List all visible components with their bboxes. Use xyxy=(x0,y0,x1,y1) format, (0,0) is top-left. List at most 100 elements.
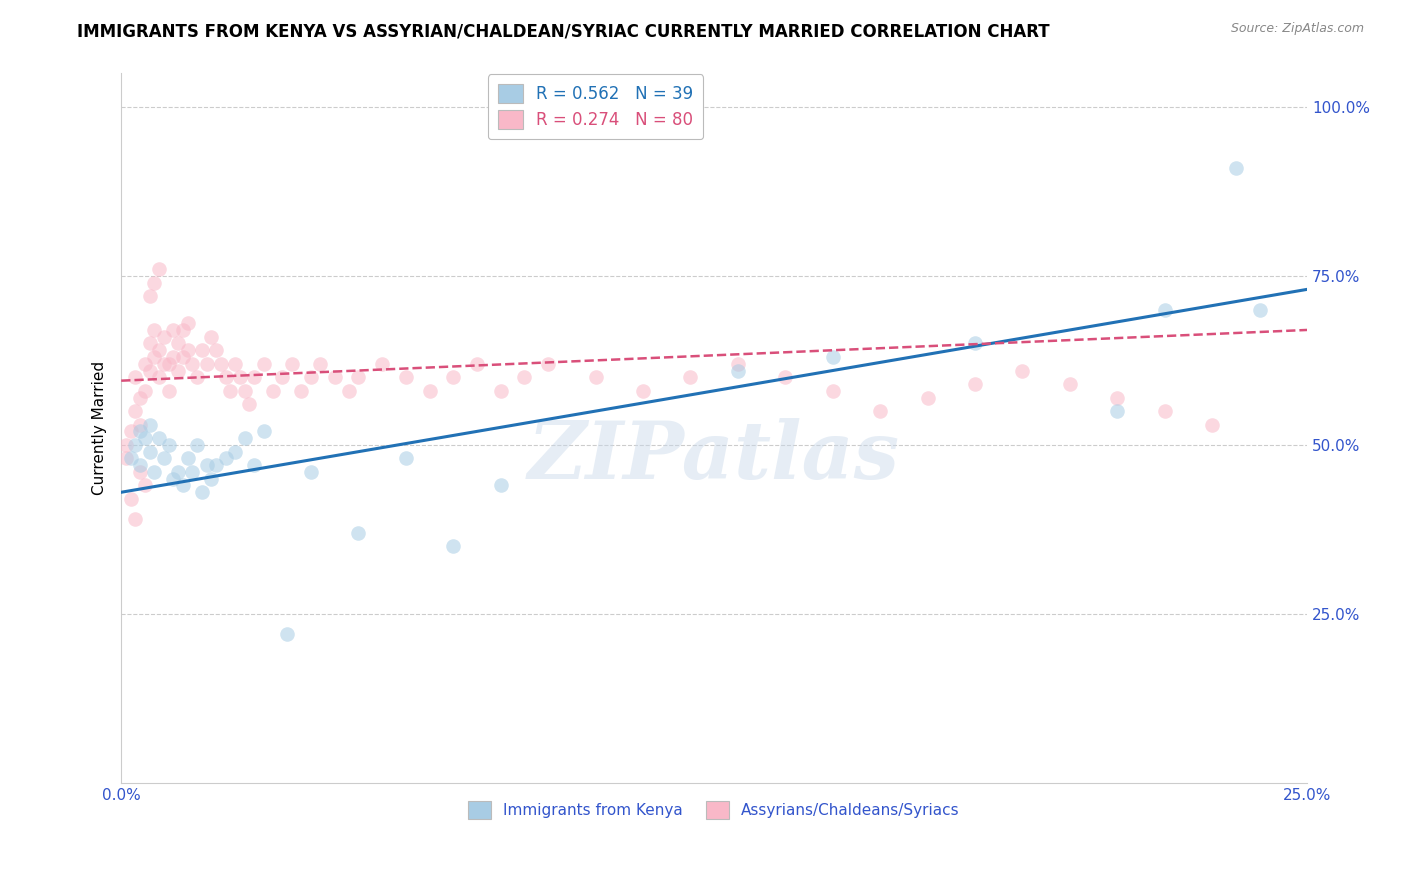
Point xyxy=(337,384,360,398)
Point xyxy=(299,465,322,479)
Point xyxy=(124,512,146,526)
Point xyxy=(205,458,228,473)
Point xyxy=(143,323,166,337)
Point xyxy=(489,478,512,492)
Point xyxy=(537,357,560,371)
Point xyxy=(489,384,512,398)
Point xyxy=(441,540,464,554)
Point xyxy=(129,391,152,405)
Point xyxy=(124,438,146,452)
Point xyxy=(191,485,214,500)
Point xyxy=(205,343,228,358)
Point xyxy=(195,357,218,371)
Point xyxy=(323,370,346,384)
Point xyxy=(347,370,370,384)
Point xyxy=(120,491,142,506)
Point xyxy=(209,357,232,371)
Point xyxy=(134,431,156,445)
Point xyxy=(167,363,190,377)
Point xyxy=(299,370,322,384)
Point xyxy=(157,384,180,398)
Point xyxy=(465,357,488,371)
Point xyxy=(347,525,370,540)
Point xyxy=(1107,391,1129,405)
Point xyxy=(138,336,160,351)
Point xyxy=(219,384,242,398)
Point xyxy=(585,370,607,384)
Point xyxy=(1225,161,1247,175)
Point xyxy=(1153,404,1175,418)
Point xyxy=(252,357,274,371)
Point xyxy=(129,465,152,479)
Point xyxy=(172,478,194,492)
Point xyxy=(243,458,266,473)
Point xyxy=(181,465,204,479)
Point xyxy=(281,357,304,371)
Point xyxy=(419,384,441,398)
Point xyxy=(124,404,146,418)
Point xyxy=(120,425,142,439)
Point xyxy=(129,417,152,432)
Text: ZIPatlas: ZIPatlas xyxy=(529,417,900,495)
Point xyxy=(224,357,246,371)
Point xyxy=(224,444,246,458)
Point xyxy=(290,384,312,398)
Point xyxy=(153,357,176,371)
Point xyxy=(917,391,939,405)
Point xyxy=(821,384,844,398)
Point xyxy=(513,370,536,384)
Y-axis label: Currently Married: Currently Married xyxy=(93,361,107,495)
Legend: Immigrants from Kenya, Assyrians/Chaldeans/Syriacs: Immigrants from Kenya, Assyrians/Chaldea… xyxy=(463,796,966,825)
Point xyxy=(172,350,194,364)
Point xyxy=(129,425,152,439)
Point xyxy=(229,370,252,384)
Point xyxy=(271,370,294,384)
Point xyxy=(115,438,138,452)
Point xyxy=(181,357,204,371)
Point xyxy=(679,370,702,384)
Point xyxy=(176,451,198,466)
Point xyxy=(143,276,166,290)
Point xyxy=(129,458,152,473)
Point xyxy=(309,357,332,371)
Point xyxy=(153,329,176,343)
Point xyxy=(243,370,266,384)
Point xyxy=(138,363,160,377)
Point xyxy=(1107,404,1129,418)
Point xyxy=(134,478,156,492)
Point xyxy=(371,357,394,371)
Point xyxy=(869,404,891,418)
Point xyxy=(238,397,260,411)
Point xyxy=(821,350,844,364)
Point xyxy=(157,357,180,371)
Point xyxy=(395,451,418,466)
Point xyxy=(186,370,208,384)
Point xyxy=(214,451,236,466)
Point xyxy=(162,323,184,337)
Point xyxy=(775,370,797,384)
Point xyxy=(252,425,274,439)
Point xyxy=(186,438,208,452)
Point xyxy=(963,377,986,392)
Point xyxy=(138,417,160,432)
Point xyxy=(167,336,190,351)
Point xyxy=(124,370,146,384)
Point xyxy=(727,363,749,377)
Text: IMMIGRANTS FROM KENYA VS ASSYRIAN/CHALDEAN/SYRIAC CURRENTLY MARRIED CORRELATION : IMMIGRANTS FROM KENYA VS ASSYRIAN/CHALDE… xyxy=(77,22,1050,40)
Point xyxy=(233,384,256,398)
Point xyxy=(120,451,142,466)
Point xyxy=(214,370,236,384)
Point xyxy=(162,472,184,486)
Point xyxy=(631,384,654,398)
Point xyxy=(143,350,166,364)
Point xyxy=(134,384,156,398)
Point xyxy=(176,343,198,358)
Point xyxy=(727,357,749,371)
Point xyxy=(395,370,418,384)
Point xyxy=(200,472,222,486)
Point xyxy=(195,458,218,473)
Point xyxy=(134,357,156,371)
Point xyxy=(153,451,176,466)
Point xyxy=(115,451,138,466)
Point xyxy=(148,262,170,277)
